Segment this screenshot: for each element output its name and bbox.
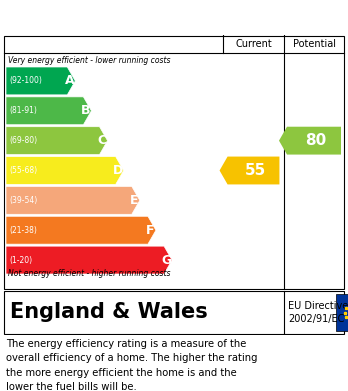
Polygon shape	[6, 187, 140, 214]
Text: (21-38): (21-38)	[9, 226, 37, 235]
Text: C: C	[97, 134, 106, 147]
Polygon shape	[6, 156, 124, 185]
Text: (39-54): (39-54)	[9, 196, 37, 205]
Text: B: B	[81, 104, 90, 117]
Text: G: G	[161, 254, 171, 267]
Text: 55: 55	[245, 163, 266, 178]
Text: (69-80): (69-80)	[9, 136, 37, 145]
Text: The energy efficiency rating is a measure of the
overall efficiency of a home. T: The energy efficiency rating is a measur…	[6, 339, 258, 391]
Bar	[336, 294, 348, 331]
Text: Not energy efficient - higher running costs: Not energy efficient - higher running co…	[8, 269, 171, 278]
Text: EU Directive
2002/91/EC: EU Directive 2002/91/EC	[288, 301, 348, 324]
Text: (1-20): (1-20)	[9, 256, 32, 265]
Polygon shape	[6, 97, 92, 125]
Text: F: F	[146, 224, 154, 237]
Polygon shape	[6, 67, 75, 95]
Text: Energy Efficiency Rating: Energy Efficiency Rating	[7, 10, 217, 25]
Text: (81-91): (81-91)	[9, 106, 37, 115]
Polygon shape	[6, 127, 108, 154]
Text: 80: 80	[306, 133, 327, 148]
Text: Potential: Potential	[293, 39, 335, 49]
Text: Current: Current	[235, 39, 272, 49]
Text: England & Wales: England & Wales	[10, 303, 208, 323]
Text: A: A	[64, 74, 74, 88]
Text: E: E	[129, 194, 138, 207]
Text: Very energy efficient - lower running costs: Very energy efficient - lower running co…	[8, 56, 171, 65]
Text: D: D	[112, 164, 123, 177]
Polygon shape	[220, 156, 279, 185]
Text: (92-100): (92-100)	[9, 76, 42, 85]
Polygon shape	[6, 216, 156, 244]
Text: (55-68): (55-68)	[9, 166, 37, 175]
Polygon shape	[6, 246, 172, 274]
Polygon shape	[279, 127, 341, 154]
